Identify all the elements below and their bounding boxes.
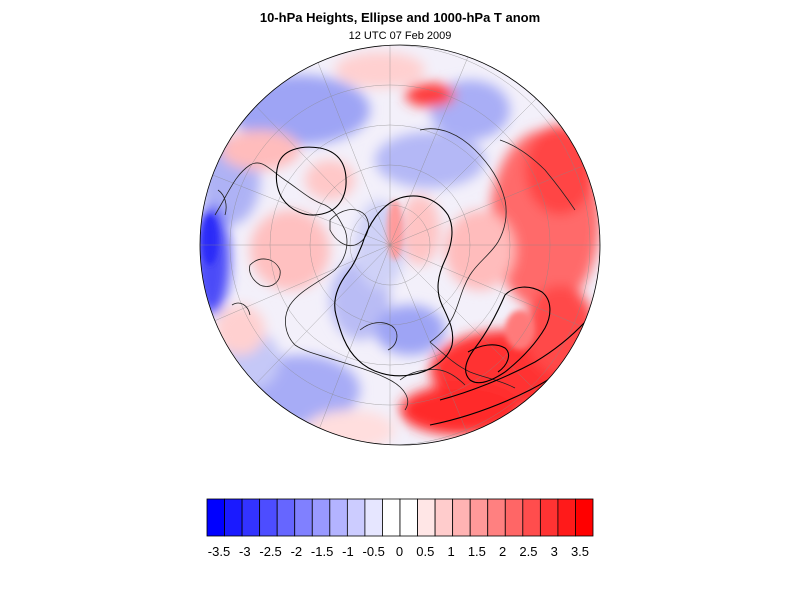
colorbar-tick-label: -0.5 bbox=[363, 544, 385, 559]
colorbar-swatch bbox=[382, 498, 401, 537]
temperature-anomaly-field bbox=[200, 45, 600, 445]
colorbar-tick-label: 1 bbox=[447, 544, 454, 559]
colorbar-tick-label: 3.5 bbox=[571, 544, 589, 559]
colorbar-swatch bbox=[346, 498, 366, 537]
colorbar-swatch bbox=[364, 498, 383, 537]
colorbar-swatch bbox=[434, 498, 454, 537]
colorbar-swatch bbox=[469, 498, 489, 537]
colorbar-swatch bbox=[557, 498, 576, 537]
colorbar-swatch bbox=[206, 498, 225, 537]
colorbar-labels: -3.5 -3 -2.5 -2 -1.5 -1 -0.5 0 0.5 1 1.5 2 2.5 3 3.5 bbox=[208, 544, 589, 559]
colorbar-tick-label: -3.5 bbox=[208, 544, 230, 559]
colorbar-tick-label: 0.5 bbox=[416, 544, 434, 559]
colorbar-swatch bbox=[276, 498, 296, 537]
coastlines bbox=[214, 128, 576, 411]
colorbar-tick-label: 2 bbox=[499, 544, 506, 559]
colorbar-tick-label: -2 bbox=[291, 544, 303, 559]
colorbar-swatch bbox=[522, 498, 541, 537]
colorbar-swatch bbox=[487, 498, 506, 537]
colorbar-tick-label: -3 bbox=[239, 544, 251, 559]
colorbar-tick-label: 2.5 bbox=[519, 544, 537, 559]
colorbar-swatch bbox=[294, 498, 313, 537]
globe-outline bbox=[199, 44, 601, 446]
colorbar-swatch bbox=[329, 498, 348, 537]
colorbar-tick-label: -1 bbox=[342, 544, 354, 559]
colorbar-swatch bbox=[259, 498, 278, 537]
colorbar-swatch bbox=[241, 498, 261, 537]
colorbar-swatch bbox=[311, 498, 331, 537]
colorbar-swatch bbox=[539, 498, 559, 537]
colorbar-swatch bbox=[224, 498, 243, 537]
colorbar-tick-label: 1.5 bbox=[468, 544, 486, 559]
colorbar-swatch bbox=[575, 498, 594, 537]
figure-title: 10-hPa Heights, Ellipse and 1000-hPa T a… bbox=[259, 10, 541, 25]
colorbar-swatch bbox=[399, 498, 418, 537]
colorbar-tick-label: 3 bbox=[551, 544, 558, 559]
colorbar-tick-label: -2.5 bbox=[259, 544, 281, 559]
figure-subtitle: 12 UTC 07 Feb 2009 bbox=[348, 30, 452, 42]
colorbar-swatches bbox=[206, 498, 594, 537]
colorbar-tick-label: -1.5 bbox=[311, 544, 333, 559]
colorbar-swatch bbox=[452, 498, 471, 537]
colorbar-tick-label: 0 bbox=[396, 544, 403, 559]
colorbar-swatch bbox=[504, 498, 524, 537]
colorbar-swatch bbox=[417, 498, 436, 537]
